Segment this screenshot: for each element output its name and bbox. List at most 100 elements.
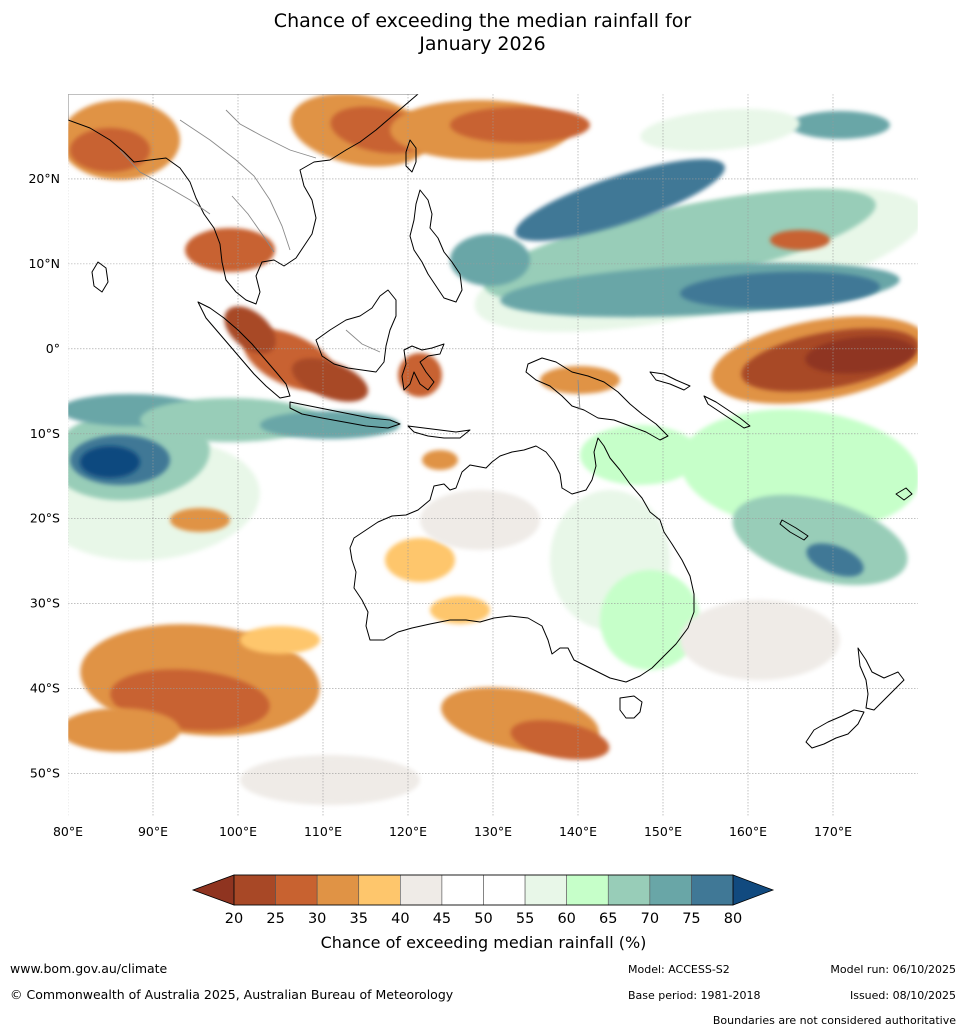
taiwan-coastline: [405, 139, 417, 173]
probability-region: [600, 570, 700, 670]
lon-tick-label: 100°E: [219, 824, 257, 839]
colorbar-swatch: [316, 874, 360, 906]
java-coastline: [289, 401, 401, 429]
probability-region: [680, 409, 918, 531]
colorbar-swatch: [275, 874, 318, 906]
asia-coastline: [68, 94, 419, 305]
probability-region: [430, 596, 490, 624]
solomon-islands-coastline: [703, 395, 751, 429]
nz-north-island-coastline: [857, 647, 905, 711]
probability-region: [80, 446, 140, 478]
probability-region: [385, 538, 455, 582]
country-borders: [119, 109, 581, 411]
borneo-coastline: [315, 289, 397, 373]
probability-region: [240, 626, 320, 654]
lat-tick-label: 30°S: [30, 596, 60, 611]
probability-region: [420, 490, 540, 550]
colorbar-tick-label: 65: [599, 911, 617, 927]
philippines-coastline: [409, 189, 463, 303]
colorbar-outline: [233, 874, 734, 906]
border-line: [225, 109, 317, 159]
colorbar-under-arrow: [191, 874, 235, 906]
colorbar-tick-label: 45: [433, 911, 451, 927]
colorbar: 20 25 30 35 40 45 50 55 60 65 70 75 80 Chance of exce…: [191, 874, 775, 952]
lon-tick-label: 150°E: [644, 824, 682, 839]
footer-model-run: Model run: 06/10/2025: [830, 963, 956, 976]
colorbar-tick-label: 50: [474, 911, 492, 927]
probability-region: [450, 107, 590, 143]
colorbar-swatch: [483, 874, 526, 906]
lon-tick-label: 160°E: [729, 824, 767, 839]
lat-tick-label: 20°S: [30, 511, 60, 526]
colorbar-swatch: [441, 874, 484, 906]
colorbar-tick-label: 55: [516, 911, 534, 927]
tasmania-coastline: [619, 695, 643, 719]
title-line-1: Chance of exceeding the median rainfall …: [273, 10, 692, 32]
colorbar-tick-label: 60: [557, 911, 575, 927]
lon-tick-label: 120°E: [389, 824, 427, 839]
footer-model: Model: ACCESS-S2: [628, 963, 730, 976]
lat-tick-label: 10°N: [28, 256, 60, 271]
colorbar-swatch: [358, 874, 401, 906]
probability-region: [260, 411, 400, 439]
probability-region: [510, 720, 610, 760]
map-frame: [67, 93, 919, 817]
probability-region: [680, 600, 840, 680]
probability-region: [732, 494, 908, 586]
lon-tick-label: 130°E: [474, 824, 512, 839]
footer-issued: Issued: 08/10/2025: [849, 989, 956, 1002]
colorbar-swatch: [566, 874, 609, 906]
lon-tick-label: 170°E: [814, 824, 852, 839]
probability-region: [185, 228, 275, 272]
probability-region: [398, 353, 442, 397]
colorbar-swatch: [524, 874, 567, 906]
chart-title: Chance of exceeding the median rainfall …: [0, 10, 965, 56]
probability-region: [806, 543, 864, 577]
colorbar-title: Chance of exceeding median rainfall (%): [321, 933, 647, 952]
probability-region: [70, 128, 150, 172]
probability-region: [540, 366, 620, 394]
rainfall-probability-field: [68, 94, 918, 805]
colorbar-swatch: [649, 874, 692, 906]
colorbar-over-arrow: [732, 874, 775, 906]
colorbar-swatch: [607, 874, 651, 906]
colorbar-tick-label: 80: [724, 911, 742, 927]
probability-region: [680, 271, 880, 309]
sri-lanka-coastline: [91, 261, 109, 293]
map-gridlines: [68, 94, 918, 816]
probability-region: [450, 234, 530, 286]
probability-region: [170, 508, 230, 532]
lon-tick-label: 110°E: [304, 824, 342, 839]
new-caledonia-coastline: [779, 519, 809, 541]
probability-region: [484, 189, 876, 301]
fiji-coastline: [895, 487, 913, 501]
footer-boundaries-note: Boundaries are not considered authoritat…: [712, 1014, 956, 1027]
axis-labels: 80°E 90°E 100°E 110°E 120°E 130°E 140°E 150°E 16…: [28, 171, 852, 839]
australia-coastline: [349, 437, 695, 683]
probability-region: [805, 336, 915, 374]
sulawesi-coastline: [401, 343, 445, 391]
colorbar-tick-label: 40: [391, 911, 409, 927]
lat-tick-label: 40°S: [30, 681, 60, 696]
map-plot-area: [67, 93, 919, 817]
border-line: [577, 379, 581, 411]
probability-region: [422, 450, 458, 470]
border-line: [231, 195, 275, 253]
sumatra-coastline: [197, 301, 291, 399]
colorbar-tick-label: 75: [682, 911, 700, 927]
probability-region: [640, 108, 800, 152]
lat-tick-label: 20°N: [28, 171, 60, 186]
probability-region: [580, 425, 700, 485]
nz-south-island-coastline: [805, 709, 865, 749]
colorbar-swatch: [233, 874, 276, 906]
probability-region: [790, 111, 890, 139]
colorbar-tick-label: 20: [225, 911, 243, 927]
lat-tick-label: 0°: [46, 341, 60, 356]
probability-region: [240, 755, 420, 805]
colorbar-tick-label: 35: [350, 911, 368, 927]
probability-region: [515, 159, 725, 241]
probability-region: [68, 708, 180, 752]
border-line: [119, 149, 211, 215]
probability-region: [224, 306, 276, 354]
